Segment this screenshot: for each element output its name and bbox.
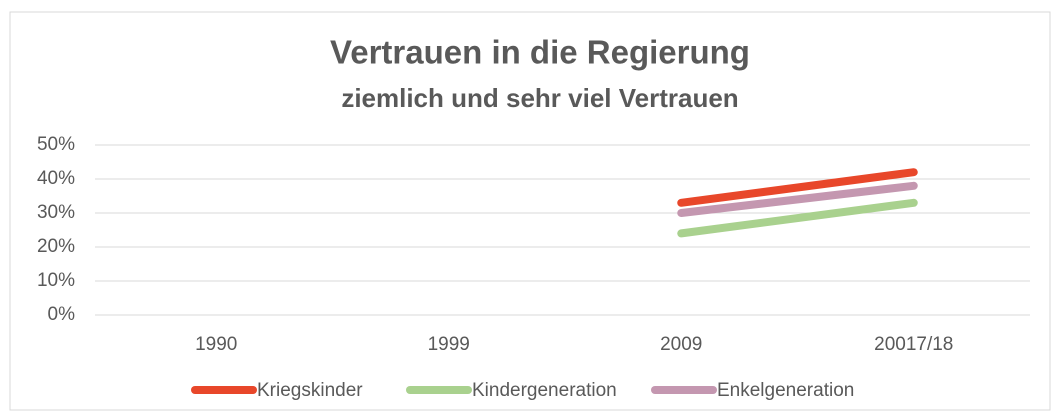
x-tick-label: 2009 [660,334,702,355]
x-tick-label: 1999 [428,334,470,355]
y-tick-label: 20% [37,236,75,257]
series-line [677,168,918,207]
chart-subtitle: ziemlich und sehr viel Vertrauen [341,83,738,113]
x-tick-label: 1990 [195,334,237,355]
y-tick-label: 0% [48,304,76,325]
series-line [677,198,918,238]
x-tick-label: 20017/18 [874,334,953,355]
y-tick-label: 10% [37,270,75,291]
y-tick-label: 40% [37,168,75,189]
legend-label: Enkelgeneration [717,380,854,401]
y-tick-label: 50% [37,134,75,155]
chart-title: Vertrauen in die Regierung [330,34,750,71]
legend-label: Kindergeneration [472,380,617,401]
legend-label: Kriegskinder [257,380,363,401]
series-line [677,181,918,217]
y-tick-label: 30% [37,202,75,223]
